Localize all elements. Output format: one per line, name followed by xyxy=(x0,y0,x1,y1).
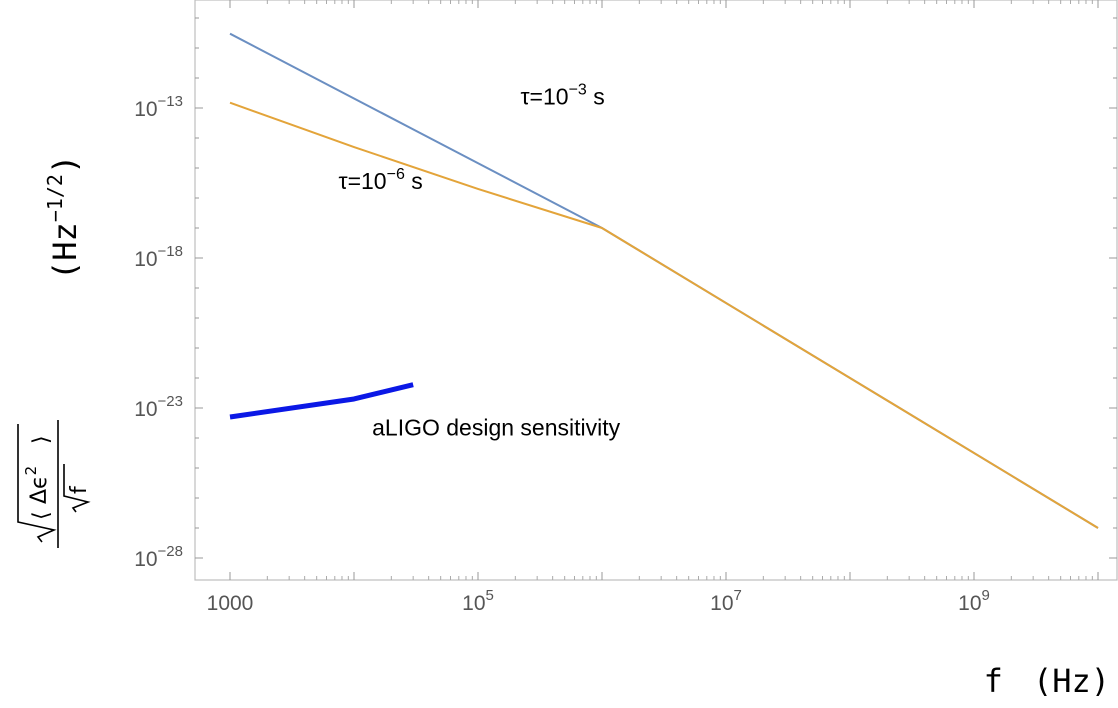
x-tick-base: 10 xyxy=(462,592,485,615)
x-axis-title: f (Hz) xyxy=(984,662,1110,700)
angle-right: ⟩ xyxy=(29,435,54,444)
y-axis-unit: (Hz−1/2) xyxy=(43,155,84,280)
y-numerator: Δϵ2 xyxy=(22,466,52,504)
x-tick-base: 10 xyxy=(710,592,733,615)
series-group xyxy=(229,32,1099,529)
annotation-post: s xyxy=(587,84,605,110)
y-tick-label: 10−28 xyxy=(134,543,183,571)
y-tick-exp: −18 xyxy=(158,243,183,260)
y-axis-unit-base: (Hz xyxy=(46,222,84,280)
annotation-0: τ=10−3 s xyxy=(520,82,604,110)
x-axis-unit: (Hz) xyxy=(1033,662,1110,700)
annotation-pre: τ=10 xyxy=(520,84,568,110)
annotation-pre: τ=10 xyxy=(339,168,387,194)
angle-left: ⟨ xyxy=(29,511,54,520)
plot-frame xyxy=(194,0,1118,581)
sqrt-sign-denominator xyxy=(63,464,91,513)
x-tick-exp: 7 xyxy=(734,587,742,604)
annotation-2: aLIGO design sensitivity xyxy=(372,415,621,441)
annotation-exp: −6 xyxy=(387,166,405,183)
series-line-2 xyxy=(229,382,414,420)
x-tick-label: 1000 xyxy=(207,592,254,615)
y-numerator-exp: 2 xyxy=(22,466,40,476)
y-tick-base: 10 xyxy=(134,398,157,421)
annotation-1: τ=10−6 s xyxy=(339,166,423,194)
annotation-exp: −3 xyxy=(569,82,587,99)
y-tick-exp: −23 xyxy=(158,393,183,410)
y-axis-fraction: ⟨ Δϵ2 ⟩ f xyxy=(17,420,92,548)
y-tick-base: 10 xyxy=(134,98,157,121)
y-tick-base: 10 xyxy=(134,548,157,571)
y-tick-base: 10 xyxy=(134,248,157,271)
y-tick-exp: −28 xyxy=(158,543,183,560)
y-axis-unit-close: ) xyxy=(46,155,84,174)
annotation-post: s xyxy=(405,168,423,194)
x-tick-exp: 5 xyxy=(486,587,494,604)
axis-ticks xyxy=(195,0,1117,580)
y-tick-label: 10−23 xyxy=(134,393,183,421)
y-axis-title: (Hz−1/2) ⟨ Δϵ2 ⟩ f xyxy=(17,155,92,548)
sqrt-sign-numerator xyxy=(17,424,57,543)
x-tick-exp: 9 xyxy=(982,587,990,604)
y-denominator: f xyxy=(67,485,92,494)
y-tick-exp: −13 xyxy=(158,93,183,110)
x-tick-label: 105 xyxy=(462,587,494,615)
x-tick-label: 109 xyxy=(958,587,990,615)
x-tick-labels: 1000 105 107 109 xyxy=(207,587,990,615)
y-numerator-base: Δϵ xyxy=(27,475,52,504)
y-tick-label: 10−13 xyxy=(134,93,183,121)
y-tick-label: 10−18 xyxy=(134,243,183,271)
series-line-1 xyxy=(229,101,1099,529)
x-tick-base: 10 xyxy=(958,592,981,615)
x-tick-base: 1000 xyxy=(207,592,254,615)
x-tick-label: 107 xyxy=(710,587,742,615)
series-line-0 xyxy=(229,32,1099,529)
y-axis-unit-exp: −1/2 xyxy=(43,174,67,222)
x-axis-var: f xyxy=(984,662,1003,700)
